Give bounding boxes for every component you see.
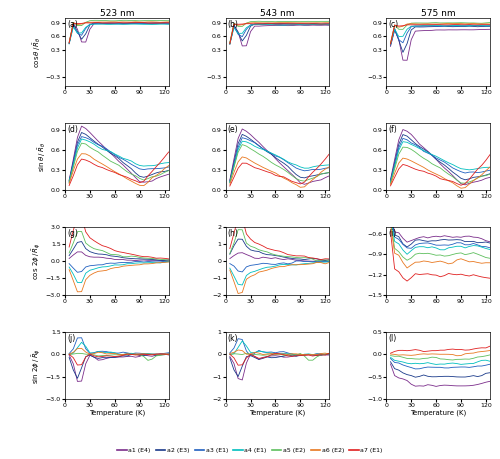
Text: (g): (g) bbox=[67, 230, 78, 238]
Title: 523 nm: 523 nm bbox=[100, 9, 134, 17]
Y-axis label: $\sin\theta\,/\,\bar{R}_\theta$: $\sin\theta\,/\,\bar{R}_\theta$ bbox=[36, 142, 48, 172]
Text: (b): (b) bbox=[228, 20, 238, 29]
Text: (e): (e) bbox=[228, 125, 238, 134]
Y-axis label: $\sin\,2\phi\,/\,\bar{R}_\phi$: $\sin\,2\phi\,/\,\bar{R}_\phi$ bbox=[30, 347, 43, 384]
Text: (f): (f) bbox=[388, 125, 397, 134]
Text: (d): (d) bbox=[67, 125, 78, 134]
Legend: a1 (E4), a2 (E3), a3 (E1), a4 (E1), a5 (E2), a6 (E2), a7 (E1): a1 (E4), a2 (E3), a3 (E1), a4 (E1), a5 (… bbox=[115, 446, 385, 456]
Text: (l): (l) bbox=[388, 334, 396, 343]
Y-axis label: $\cos\theta\,/\,\bar{R}_\theta$: $\cos\theta\,/\,\bar{R}_\theta$ bbox=[32, 36, 43, 68]
X-axis label: Temperature (K): Temperature (K) bbox=[410, 410, 467, 416]
Title: 575 nm: 575 nm bbox=[421, 9, 456, 17]
Text: (k): (k) bbox=[228, 334, 238, 343]
Text: (a): (a) bbox=[67, 20, 78, 29]
Text: (j): (j) bbox=[67, 334, 76, 343]
X-axis label: Temperature (K): Temperature (K) bbox=[88, 410, 145, 416]
Text: (i): (i) bbox=[388, 230, 396, 238]
Y-axis label: $\cos\,2\phi\,/\,\bar{R}_\phi$: $\cos\,2\phi\,/\,\bar{R}_\phi$ bbox=[30, 242, 43, 280]
Text: (c): (c) bbox=[388, 20, 398, 29]
X-axis label: Temperature (K): Temperature (K) bbox=[250, 410, 306, 416]
Text: (h): (h) bbox=[228, 230, 238, 238]
Title: 543 nm: 543 nm bbox=[260, 9, 295, 17]
